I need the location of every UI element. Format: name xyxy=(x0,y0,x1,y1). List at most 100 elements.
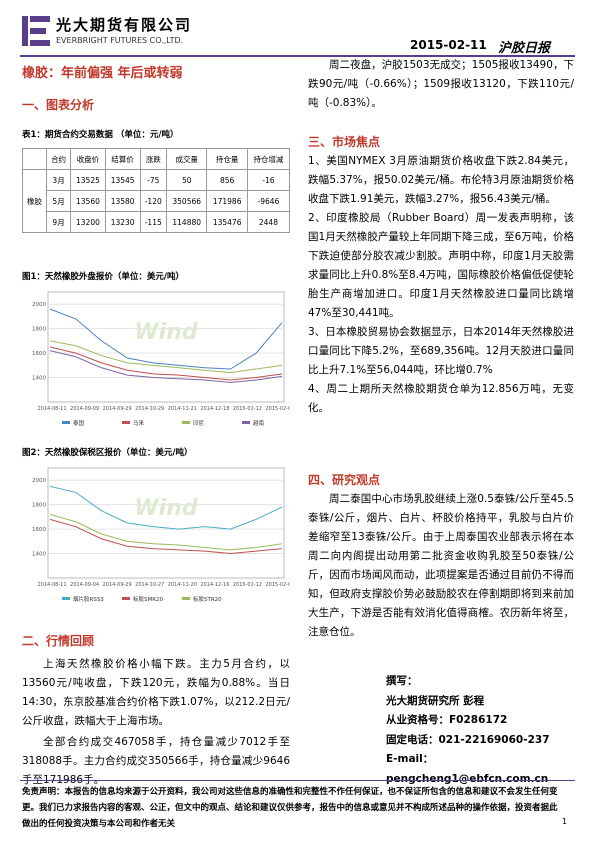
x-tick-label: 2015-02-04 xyxy=(265,406,290,412)
legend-label: 越南 xyxy=(253,419,265,427)
title: 橡胶：年前偏强 年后或转弱 xyxy=(22,66,183,81)
company: 光大期货有限公司 xyxy=(56,16,193,34)
legend-swatch xyxy=(122,421,130,424)
series-line xyxy=(49,513,283,551)
section-heading: 四、研究观点 xyxy=(308,473,381,487)
x-tick-label: 2014-09-29 xyxy=(103,582,132,588)
cell: 50 xyxy=(165,169,208,191)
paragraph: 全部合约成交467058手，持仓量减少7012手至318088手。主力合约成交3… xyxy=(22,736,290,786)
author-line: E-mail：pengcheng1@ebfcn.com.cn xyxy=(386,753,549,785)
focus-list: 1、美国NYMEX 3月原油期货价格收盘下跌2.84美元，跌幅5.37%，报50… xyxy=(308,152,574,418)
paragraph: 周二泰国中心市场乳胶继续上涨0.5泰铢/公斤至45.5泰铢/公斤，烟片、白片、杯… xyxy=(308,493,574,638)
x-tick-label: 2014-12-18 xyxy=(200,406,229,412)
author-line: 固定电话：021-22169060-237 xyxy=(386,733,550,746)
table-row: 橡胶 3月 13525 13545 -75 50 856 -16 xyxy=(21,169,291,233)
disclaimer: 免责声明：本报告的信息均来源于公开资料，我公司对这些信息的准确性和完整性不作任何… xyxy=(22,787,558,829)
header-cell: 收盘价 xyxy=(70,148,106,170)
cell: 171986 xyxy=(206,190,248,212)
date: 2015-02-11 xyxy=(410,38,487,52)
table-header-row: 合约 收盘价 结算价 涨跌 成交量 持仓量 持仓增减 xyxy=(21,148,291,170)
x-tick-label: 2014-08-11 xyxy=(37,582,66,588)
header-cell: 涨跌 xyxy=(139,148,167,170)
y-tick-label: 2000 xyxy=(32,302,46,308)
author-label: 撰写： xyxy=(386,675,418,687)
figure-caption: 图2：天然橡胶保税区报价（单位：美元/吨） xyxy=(22,448,193,458)
series-line xyxy=(49,485,283,530)
cell: 13545 xyxy=(104,169,141,191)
cell: -75 xyxy=(139,169,167,191)
legend-label: 标胶SMR20 xyxy=(133,595,164,603)
cell: 3月 xyxy=(46,169,72,191)
author-line: 光大期货研究所 彭程 xyxy=(386,694,485,707)
header-rule xyxy=(20,55,575,57)
report-name: 沪胶日报 xyxy=(498,41,551,56)
legend-label: 印尼 xyxy=(193,420,205,427)
x-tick-label: 2014-10-27 xyxy=(135,582,164,588)
section-heading: 三、市场焦点 xyxy=(308,135,381,149)
section-heading: 一、图表分析 xyxy=(22,98,95,112)
x-tick-label: 2015-01-12 xyxy=(233,582,262,588)
legend-swatch xyxy=(182,597,190,600)
x-tick-label: 2015-01-12 xyxy=(233,406,262,412)
cell: 13200 xyxy=(70,211,106,233)
header-cell: 成交量 xyxy=(165,148,208,170)
cell: 856 xyxy=(206,169,248,191)
author-block: 撰写： 光大期货研究所 彭程 从业资格号：F0286172 固定电话：021-2… xyxy=(386,672,595,789)
section-heading: 二、行情回顾 xyxy=(22,634,95,648)
cell: -16 xyxy=(246,169,291,191)
table-row: 5月 13560 13580 -120 350566 171986 -9646 xyxy=(23,190,291,212)
logo-icon xyxy=(22,16,50,46)
legend-label: 烟片胶RSS3 xyxy=(73,595,104,603)
author-line: 从业资格号：F0286172 xyxy=(386,714,508,726)
y-tick-label: 2000 xyxy=(32,478,46,484)
footer-rule xyxy=(20,780,575,781)
figure: Wind 1400 1600 1800 2000 2014-08-11 2014-09-04… xyxy=(32,467,290,603)
series-line xyxy=(49,340,283,374)
y-tick-label: 1400 xyxy=(32,552,46,558)
table-caption: 表1：期货合约交易数据 （单位：元/吨） xyxy=(22,130,179,140)
figure: Wind 1400 1600 1800 2000 2014-08-11 2014-09-09… xyxy=(32,291,290,427)
paragraph: 周二夜盘，沪胶1503无成交；1505报收13490，下跌90元/吨（-0.66… xyxy=(308,59,574,109)
paragraph: 上海天然橡胶价格小幅下跌。主力5月合约，以13560元/吨收盘，下跌120元，跌… xyxy=(22,658,290,727)
cell: 350566 xyxy=(165,190,208,212)
cell: 2448 xyxy=(246,211,291,233)
series-line xyxy=(49,518,283,555)
cell: 13525 xyxy=(70,169,106,191)
cell: -115 xyxy=(139,211,167,233)
header-cell: 持仓量 xyxy=(206,148,248,170)
cell: 13230 xyxy=(104,211,141,233)
x-tick-label: 2014-09-29 xyxy=(103,406,132,412)
cell: 135476 xyxy=(206,211,248,233)
x-tick-label: 2014-09-09 xyxy=(70,406,99,412)
cell: 114880 xyxy=(165,211,208,233)
x-tick-label: 2014-09-04 xyxy=(70,582,99,588)
legend-swatch xyxy=(122,597,130,600)
watermark: Wind xyxy=(134,496,197,521)
legend-swatch xyxy=(182,421,190,424)
product-cell: 橡胶 xyxy=(21,169,48,233)
header-cell: 持仓增减 xyxy=(246,148,291,170)
focus-item: 4、周二上期所天然橡胶期货仓单为12.856万吨，无变化。 xyxy=(308,383,574,414)
series-line xyxy=(49,350,283,383)
cell: -120 xyxy=(139,190,167,212)
series-line xyxy=(49,346,283,381)
legend-label: 泰国 xyxy=(73,419,85,427)
page-number: 1 xyxy=(562,817,568,826)
x-tick-label: 2015-02-04 xyxy=(265,582,290,588)
cell: 13580 xyxy=(104,190,141,212)
data-table: 合约 收盘价 结算价 涨跌 成交量 持仓量 持仓增减 橡胶 3月 13525 13545 -75 50 8… xyxy=(21,148,291,233)
focus-item: 3、日本橡胶贸易协会数据显示，日本2014年天然橡胶进口量同比下降5.2%，至6… xyxy=(308,326,574,376)
y-tick-label: 1800 xyxy=(32,503,46,509)
x-tick-label: 2014-08-11 xyxy=(37,406,66,412)
header-cell: 合约 xyxy=(46,148,72,170)
y-tick-label: 1600 xyxy=(32,351,46,357)
focus-item: 1、美国NYMEX 3月原油期货价格收盘下跌2.84美元，跌幅5.37%，报50… xyxy=(308,155,574,205)
plot-frame xyxy=(47,467,285,579)
y-tick-label: 1800 xyxy=(32,327,46,333)
watermark: Wind xyxy=(134,320,197,345)
cell: 9月 xyxy=(46,211,72,233)
legend-label: 标胶STR20 xyxy=(193,595,222,603)
x-tick-label: 2014-12-16 xyxy=(200,582,229,588)
cell: -9646 xyxy=(246,190,291,212)
